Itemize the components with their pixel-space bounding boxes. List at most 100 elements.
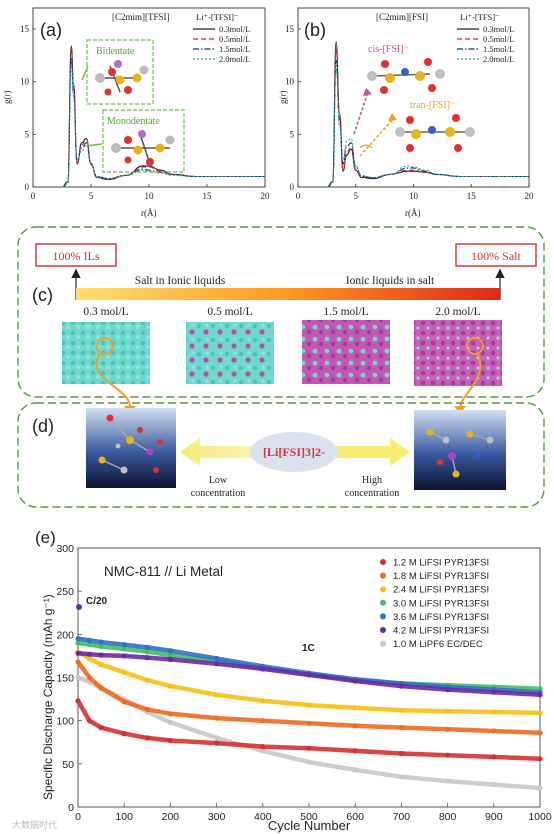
cycle-band [76, 699, 541, 761]
y-tick-label: 15 [285, 24, 295, 34]
panel-a: (a) [C2mim][TFSI] Li⁺-[TFSI]⁻ 0.3mol/L0.… [2, 7, 270, 218]
x-tick-label: 10 [409, 191, 419, 201]
inset-arrows [81, 65, 103, 147]
x-tick-label: 0 [296, 191, 301, 201]
legend-label: 2.4 M LiFSI PYR13FSI [393, 585, 489, 596]
x-tick-label: 100 [115, 811, 133, 823]
complex-ellipse [250, 432, 338, 472]
cycle-band [76, 649, 541, 716]
y-tick-label: 10 [20, 77, 30, 87]
legend-label: 1.0 M LiPF6 EC/DEC [393, 639, 483, 650]
bidentate-box [86, 39, 154, 105]
legend-marker [380, 599, 386, 606]
y-tick-label: 300 [56, 543, 74, 555]
x-tick-label: 600 [346, 811, 364, 823]
cis-fsi-molecule-icon [367, 58, 445, 94]
bidentate-label: Bidentate [96, 46, 135, 57]
legend-label: 1.5mol/L [483, 44, 514, 54]
panel-c-tag: (c) [32, 285, 53, 305]
low-label-1: Low [209, 475, 228, 486]
low-concentration-snapshot [86, 408, 176, 488]
panel-b-lines [326, 41, 529, 188]
panel-b-legend: 0.3mol/L0.5mol/L1.5mol/L2.0mol/L [457, 24, 514, 64]
legend-label: 0.3mol/L [483, 24, 514, 34]
x-tick-label: 5 [89, 191, 94, 201]
high-label-2: concentration [345, 488, 399, 499]
legend-label: 0.5mol/L [483, 34, 514, 44]
cycle-series [75, 698, 543, 762]
y-tick-label: 250 [56, 586, 74, 598]
cycle-series [75, 659, 543, 736]
concentration-labels: 0.3 mol/L 0.5 mol/L 1.5 mol/L 2.0 mol/L [83, 306, 480, 318]
legend-label: 1.2 M LiFSI PYR13FSI [393, 558, 489, 569]
x-tick-label: 700 [393, 811, 411, 823]
monodentate-molecule-icon [111, 130, 175, 166]
x-tick-label: 15 [467, 191, 477, 201]
concentration-gradient-bar [76, 288, 500, 300]
legend-marker [380, 586, 386, 593]
low-concentration-arrow [180, 438, 256, 466]
low-label-2: concentration [191, 488, 245, 499]
legend-label: 0.5mol/L [219, 34, 250, 44]
panel-e-xlabel: Cycle Number [268, 818, 351, 833]
panel-b: (b) [C2mim][FSI] Li⁺-[TFS]⁻ 0.3mol/L0.5m… [278, 7, 535, 218]
legend-label: 4.2 M LiFSI PYR13FSI [393, 626, 489, 637]
rdf-series-line [61, 56, 265, 188]
y-tick-label: 200 [56, 629, 74, 641]
legend-marker [380, 640, 386, 647]
panel-c-frame [17, 226, 545, 398]
y-tick-label: 100 [56, 716, 74, 728]
y-tick-label: 0 [68, 802, 74, 814]
legend-marker [380, 572, 386, 579]
legend-label: 0.3mol/L [219, 24, 250, 34]
complex-label: [Li[FSI]3]2- [263, 445, 325, 459]
high-concentration-arrow [334, 438, 410, 466]
c20-point [76, 604, 82, 610]
legend-label: 2.0mol/L [483, 54, 514, 64]
legend-marker [380, 559, 386, 565]
low-concentration-molecules-icon [98, 414, 163, 474]
high-label-1: High [362, 475, 382, 486]
monodentate-inset: Monodentate [102, 109, 185, 173]
legend-label: 2.0mol/L [219, 54, 250, 64]
legend-label: 1.8 M LiFSI PYR13FSI [393, 571, 489, 582]
panel-b-arrows [353, 88, 397, 157]
rdf-series-line [326, 68, 529, 188]
salt-box [455, 243, 537, 267]
legend-label: 1.5mol/L [219, 44, 250, 54]
panel-e-title: NMC-811 // Li Metal [104, 564, 223, 579]
x-tick-label: 20 [525, 191, 535, 201]
panel-e-tag: (e) [35, 528, 56, 547]
x-tick-label: 15 [203, 191, 213, 201]
watermark: 大数据时代 [12, 819, 57, 831]
x-tick-label: 0 [75, 811, 81, 823]
x-tick-label: 1000 [528, 811, 552, 823]
y-tick-label: 5 [25, 129, 30, 139]
panel-a-xlabel: r(Å) [141, 208, 157, 218]
md-snapshot-2-0 [414, 320, 502, 386]
bidentate-inset: Bidentate [86, 39, 154, 105]
cycle-band [76, 660, 541, 736]
panel-a-tag: (a) [40, 20, 62, 40]
panel-e-ylabel: Specific Discharge Capacity (mAh g⁻¹) [41, 594, 55, 800]
concentration-label: 2.0 mol/L [435, 306, 480, 318]
panel-c: 100% ILs 100% Salt (c) Salt in Ionic liq… [17, 226, 545, 414]
c20-annotation: C/20 [86, 596, 108, 607]
high-concentration-molecules-icon [426, 428, 494, 478]
monodentate-label: Monodentate [107, 116, 160, 127]
rdf-series-line [326, 60, 529, 188]
panel-a-axes: 0 5 10 15 20 0 5 10 15 [20, 24, 270, 201]
panel-a-title: [C2mim][TFSI] [112, 12, 170, 22]
high-concentration-snapshot [414, 410, 506, 490]
cis-fsi-label: cis-[FSI]⁻ [368, 44, 409, 55]
x-tick-label: 500 [300, 811, 318, 823]
md-snapshot-1-5 [302, 320, 390, 384]
zoom-circle-right [466, 337, 484, 355]
salt-box-label: 100% Salt [471, 249, 521, 263]
panel-a-legend-title: Li⁺-[TFSI]⁻ [196, 12, 239, 22]
panel-b-tag: (b) [304, 20, 326, 40]
ils-box-label: 100% ILs [53, 249, 100, 263]
x-tick-label: 300 [208, 811, 226, 823]
bidentate-molecule-icon [95, 60, 149, 96]
panel-a-legend: 0.3mol/L0.5mol/L1.5mol/L2.0mol/L [193, 24, 250, 64]
